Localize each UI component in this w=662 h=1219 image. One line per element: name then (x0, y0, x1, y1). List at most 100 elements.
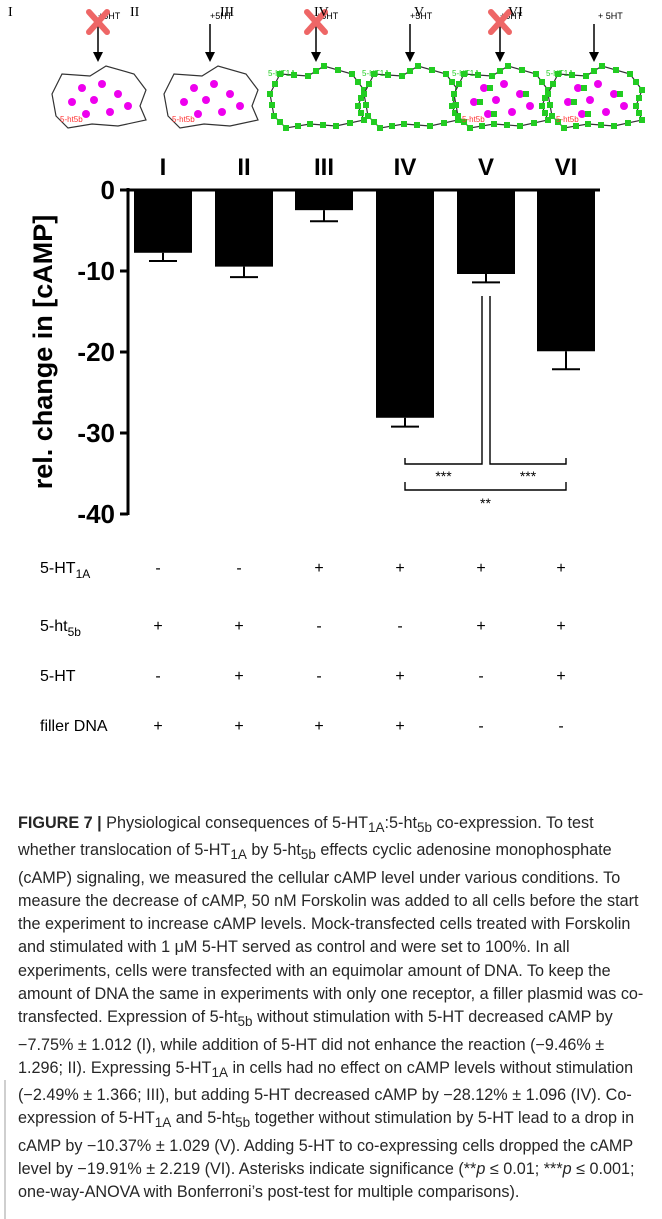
receptor-5b-label: 5-ht5b (60, 115, 83, 124)
caption-text: ≤ 0.01; *** (485, 1160, 563, 1179)
significance-label: ** (480, 495, 491, 511)
receptor-1a-label: 5-HT1A (362, 69, 390, 78)
panel-numeral: V (414, 5, 424, 20)
caption-text: Physiological consequences of 5-HT (101, 814, 369, 832)
receptor-5b-marker (574, 84, 582, 92)
receptor-1a-marker (585, 111, 591, 117)
receptor-1a-marker (385, 72, 391, 78)
caption-text: in cells had no effect on cAMP levels wi… (18, 1058, 634, 1128)
block-cross-icon (86, 9, 110, 35)
receptor-1a-marker (399, 73, 405, 79)
receptor-1a-marker (545, 117, 551, 123)
receptor-5b-marker (508, 108, 516, 116)
receptor-1a-marker (361, 91, 367, 97)
conditions-table: 5-HT1A - - + + + +5-ht5b + + - - + +5-HT - + - + - + filler… (40, 560, 566, 735)
receptor-1a-marker (497, 68, 503, 74)
receptor-1a-marker (461, 119, 467, 125)
receptor-1a-marker (542, 110, 548, 116)
receptor-1a-marker (414, 122, 420, 128)
receptor-1a-marker (363, 102, 369, 108)
receptor-1a-marker (355, 79, 361, 85)
receptor-1a-marker (443, 71, 449, 77)
treatment-label: +5HT (316, 11, 339, 21)
receptor-1a-marker (291, 72, 297, 78)
condition-value: + (556, 560, 565, 577)
condition-value: - (397, 618, 402, 635)
receptor-5b-marker (82, 110, 90, 118)
condition-value: + (556, 618, 565, 635)
y-tick-label: -30 (77, 418, 115, 448)
receptor-1a-marker (333, 123, 339, 129)
receptor-1a-marker (358, 110, 364, 116)
receptor-1a-marker (581, 85, 587, 91)
receptor-1a-marker (599, 63, 605, 69)
bar (457, 190, 515, 274)
caption-text: and 5-ht (171, 1109, 236, 1128)
receptor-1a-marker (561, 125, 567, 131)
receptor-1a-marker (349, 71, 355, 77)
receptor-1a-marker (491, 121, 497, 127)
receptor-1a-marker (519, 67, 525, 73)
condition-value: + (476, 618, 485, 635)
caption-text: :5-ht (384, 814, 417, 832)
receptor-1a-marker (583, 73, 589, 79)
receptor-1a-marker (539, 79, 545, 85)
receptor-1a-marker (504, 122, 510, 128)
significance-bracket (489, 296, 567, 465)
receptor-5b-marker (480, 84, 488, 92)
receptor-1a-marker (449, 103, 455, 109)
condition-value: + (153, 718, 162, 735)
receptor-1a-marker (555, 119, 561, 125)
bar (295, 190, 353, 211)
receptor-5b-marker (210, 80, 218, 88)
receptor-5b-label: 5-ht5b (556, 115, 579, 124)
receptor-5b-marker (526, 102, 534, 110)
receptor-1a-marker (335, 67, 341, 73)
caption-text: effects cyclic adenosine monophosphate (… (18, 841, 644, 1027)
stimulus-arrow-head (405, 52, 415, 62)
condition-value: - (155, 560, 160, 577)
receptor-1a-marker (407, 68, 413, 74)
receptor-1a-marker (633, 79, 639, 85)
condition-value: + (556, 668, 565, 685)
receptor-1a-marker (277, 119, 283, 125)
receptor-5b-marker (610, 90, 618, 98)
receptor-5b-marker (124, 102, 132, 110)
receptor-5b-marker (226, 90, 234, 98)
significance-label: *** (435, 468, 452, 484)
stimulus-arrow-head (205, 52, 215, 62)
cell-outline (163, 65, 259, 129)
receptor-1a-marker (573, 123, 579, 129)
receptor-5b-marker (218, 108, 226, 116)
receptor-1a-marker (636, 95, 642, 101)
receptor-1a-marker (313, 68, 319, 74)
receptor-1a-label: 5-HT1A (452, 69, 480, 78)
condition-value: - (316, 668, 321, 685)
receptor-1a-marker (455, 117, 461, 123)
receptor-1a-marker (455, 113, 461, 119)
receptor-5b-marker (620, 102, 628, 110)
receptor-1a-marker (545, 91, 551, 97)
cell-outline (51, 65, 147, 129)
receptor-1a-marker (555, 71, 561, 77)
y-tick-label: -10 (77, 256, 115, 286)
receptor-1a-marker (267, 91, 273, 97)
receptor-1a-marker (636, 110, 642, 116)
receptor-1a-marker (361, 117, 367, 123)
receptor-1a-marker (617, 91, 623, 97)
treatment-label: +5HT (410, 11, 433, 21)
receptor-1a-marker (320, 122, 326, 128)
receptor-5b-marker (90, 96, 98, 104)
treatment-label: +5HT (98, 11, 121, 21)
receptor-1a-marker (627, 71, 633, 77)
receptor-1a-marker (613, 67, 619, 73)
stimulus-arrow-head (311, 52, 321, 62)
receptor-1a-marker (531, 120, 537, 126)
condition-value: + (314, 718, 323, 735)
category-label: IV (394, 154, 417, 181)
receptor-5b-marker (484, 110, 492, 118)
stimulus-arrow-head (589, 52, 599, 62)
condition-value: - (316, 618, 321, 635)
